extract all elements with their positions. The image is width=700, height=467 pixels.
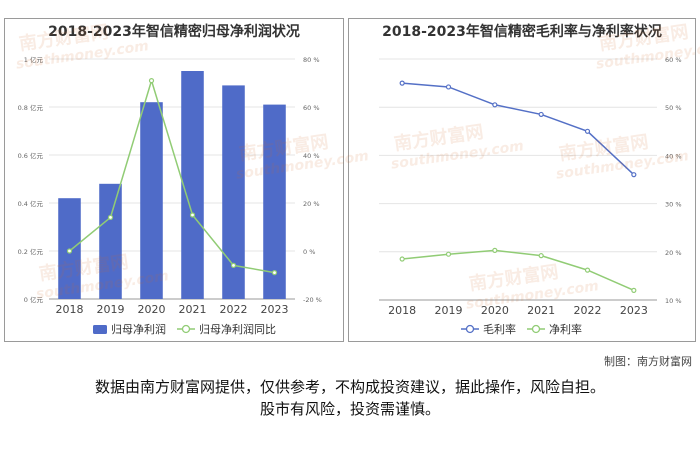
bar-2021 [181,71,204,299]
left-chart-panel: 2018-2023年智信精密归母净利润状况 0 亿元 0.2 亿元 0.4 亿元 0.… [4,18,344,342]
legend-marker-0 [465,324,475,334]
x-tick-label: 2022 [574,304,602,317]
y-right-tick-label: 10 % [665,297,682,305]
legend-label-0: 毛利率 [483,322,516,336]
y-left-tick-label: 0.4 亿元 [18,199,44,208]
y-right-tick-label: 60 % [665,56,682,64]
x-tick-label: 2020 [481,304,509,317]
chart-credit: 制图：南方财富网 [604,355,692,368]
y-left-tick-label: 0.6 亿元 [18,151,44,160]
y-right-tick-label: 40 % [303,152,320,160]
y-left-tick-label: 1 亿元 [24,55,44,64]
y-left-tick-label: 0.8 亿元 [18,103,44,112]
right-chart-title: 2018-2023年智信精密毛利率与净利率状况 [382,24,662,40]
bar-2020 [140,102,163,299]
legend-label-1: 净利率 [549,322,582,336]
y-right-tick-label: 50 % [665,104,682,112]
series-1-point-2021 [538,253,544,259]
right-chart-panel: 2018-2023年智信精密毛利率与净利率状况 10 % 20 % 30 % 40 %… [348,18,696,342]
y-right-tick-label: 80 % [303,56,320,64]
legend-swatch-bar [93,325,107,334]
left-chart-title: 2018-2023年智信精密归母净利润状况 [48,24,300,40]
series-0-point-2021 [538,111,544,118]
legend-label-line: 归母净利润同比 [199,322,276,336]
y-right-tick-label: 0 % [303,248,315,256]
x-tick-label: 2023 [261,303,289,316]
disclaimer: 数据由南方财富网提供，仅供参考，不构成投资建议，据此操作，风险自担。 股市有风险… [0,376,700,420]
x-tick-label: 2019 [435,304,463,317]
x-tick-label: 2021 [527,304,555,317]
yoy-line [69,78,275,274]
right-chart-svg: 10 % 20 % 30 % 40 % 50 % 60 % 2018 2019 2020 2021… [379,56,682,336]
x-tick-label: 2018 [56,303,84,316]
series-0-point-2023 [631,172,637,178]
series-1-point-2023 [631,287,637,293]
y-right-tick-label: 20 % [303,200,320,208]
series-1-point-2022 [584,267,591,273]
series-0-point-2019 [445,84,452,90]
series-0-point-2020 [492,102,498,108]
x-tick-label: 2021 [179,303,207,316]
yoy-point-2023 [271,270,278,276]
y-right-tick-label: -20 % [303,296,322,304]
legend-marker-1 [531,324,541,334]
x-tick-label: 2020 [138,303,166,316]
y-left-tick-label: 0 亿元 [24,295,44,304]
x-tick-label: 2023 [620,304,648,317]
disclaimer-line-2: 股市有风险，投资需谨慎。 [259,400,440,418]
bar-2022 [222,85,245,300]
left-chart-svg: 0 亿元 0.2 亿元 0.4 亿元 0.6 亿元 0.8 亿元 1 亿元 -20 % 0 %… [18,55,322,336]
yoy-point-2018 [66,248,73,254]
bar-2023 [263,104,286,299]
series-1-point-2018 [399,256,405,262]
legend-label-bar: 归母净利润 [111,322,166,336]
series-line-1 [402,249,635,292]
disclaimer-line-1: 数据由南方财富网提供，仅供参考，不构成投资建议，据此操作，风险自担。 [94,378,605,396]
yoy-point-2019 [107,214,114,220]
y-left-tick-label: 0.2 亿元 [18,247,44,256]
yoy-point-2022 [230,262,237,268]
y-right-tick-label: 60 % [303,104,320,112]
series-1-point-2020 [492,247,498,253]
x-tick-label: 2022 [220,303,248,316]
x-tick-label: 2018 [388,304,416,317]
yoy-point-2020 [148,77,155,84]
y-right-tick-label: 20 % [665,249,682,257]
y-right-tick-label: 40 % [665,152,682,160]
series-0-point-2022 [584,128,591,134]
x-tick-label: 2019 [97,303,125,316]
bar-2019 [99,183,122,299]
yoy-point-2021 [189,212,196,218]
series-line-0 [402,82,635,176]
legend-marker-line [181,324,191,334]
y-right-tick-label: 30 % [665,201,682,209]
series-1-point-2019 [445,251,452,257]
series-0-point-2018 [399,80,405,86]
